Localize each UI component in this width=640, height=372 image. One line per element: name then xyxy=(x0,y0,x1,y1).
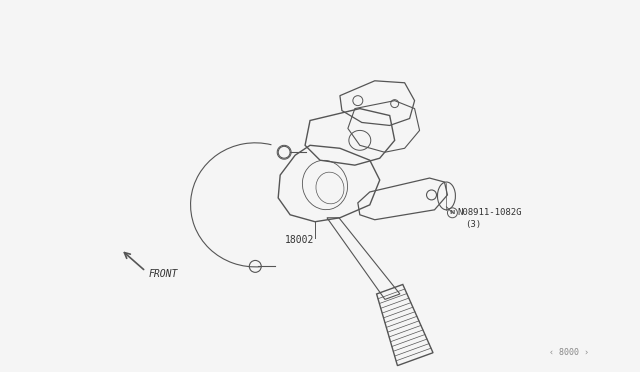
Text: 18002: 18002 xyxy=(285,235,314,245)
Text: N08911-1082G: N08911-1082G xyxy=(458,208,522,217)
Text: FRONT: FRONT xyxy=(148,269,178,279)
Text: N: N xyxy=(450,210,455,215)
Text: (3): (3) xyxy=(465,220,481,229)
Text: ‹ 8000 ›: ‹ 8000 › xyxy=(549,348,589,357)
